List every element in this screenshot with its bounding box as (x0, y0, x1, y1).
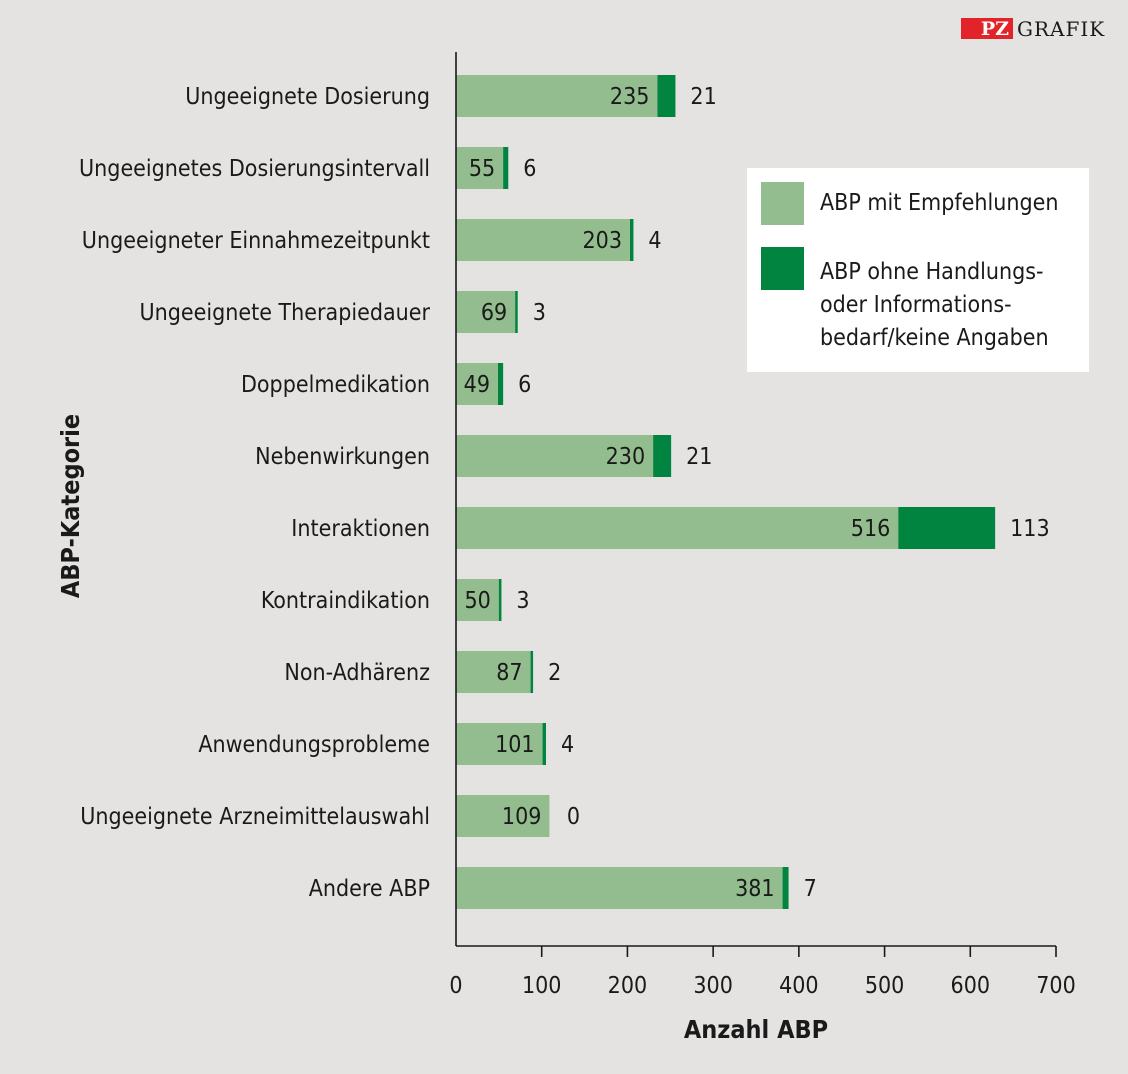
data-label-mit-empfehlungen: 381 (735, 876, 775, 902)
data-label-mit-empfehlungen: 516 (851, 516, 891, 542)
legend-label-series-2-line-1: ABP ohne Handlungs- (820, 259, 1043, 285)
pz-logo-box (961, 18, 1013, 39)
data-label-mit-empfehlungen: 49 (464, 372, 490, 398)
legend-label-series-2-line-3: bedarf/keine Angaben (820, 325, 1049, 351)
category-labels: Ungeeignete Dosierung Ungeeignetes Dosier… (79, 84, 430, 902)
category-label: Non-Adhärenz (284, 660, 430, 686)
category-label: Doppelmedikation (241, 372, 430, 398)
data-label-ohne-handlungsbedarf: 21 (686, 444, 712, 470)
category-label: Ungeeignete Dosierung (185, 84, 430, 110)
pz-grafik-logo: PZ GRAFIK (961, 17, 1105, 41)
category-label: Nebenwirkungen (255, 444, 430, 470)
x-tick-label: 600 (951, 973, 991, 999)
bar-segment-ohne-handlungsbedarf (657, 75, 676, 117)
bar-segment-mit-empfehlungen (456, 435, 654, 477)
category-label: Interaktionen (291, 516, 430, 542)
bar-segment-ohne-handlungsbedarf (498, 579, 502, 621)
data-label-mit-empfehlungen: 87 (496, 660, 522, 686)
x-tick-label: 500 (865, 973, 905, 999)
data-label-mit-empfehlungen: 203 (583, 228, 623, 254)
bar-segment-mit-empfehlungen (456, 579, 499, 621)
data-label-mit-empfehlungen: 235 (610, 84, 650, 110)
x-tick-label: 200 (608, 973, 648, 999)
bar-segment-ohne-handlungsbedarf (898, 507, 996, 549)
data-label-ohne-handlungsbedarf: 21 (690, 84, 716, 110)
bar-segment-ohne-handlungsbedarf (503, 147, 509, 189)
bar-segment-ohne-handlungsbedarf (653, 435, 672, 477)
bar-segment-mit-empfehlungen (456, 507, 899, 549)
data-label-mit-empfehlungen: 109 (502, 804, 542, 830)
data-label-ohne-handlungsbedarf: 2 (548, 660, 561, 686)
legend: ABP mit Empfehlungen ABP ohne Handlungs-… (747, 168, 1089, 372)
category-label: Anwendungsprobleme (198, 732, 430, 758)
bar-segment-ohne-handlungsbedarf (498, 363, 504, 405)
x-axis-title: Anzahl ABP (684, 1015, 828, 1044)
x-tick-label: 700 (1036, 973, 1076, 999)
category-label: Kontraindikation (261, 588, 430, 614)
x-tick-label: 100 (522, 973, 562, 999)
legend-label-series-2-line-2: oder Informations- (820, 292, 1012, 318)
legend-label-series-1: ABP mit Empfehlungen (820, 190, 1058, 216)
data-label-mit-empfehlungen: 230 (606, 444, 646, 470)
bar-segment-mit-empfehlungen (456, 651, 531, 693)
pz-logo-text: PZ (981, 18, 1009, 40)
bar-segment-ohne-handlungsbedarf (542, 723, 546, 765)
data-label-mit-empfehlungen: 101 (495, 732, 535, 758)
category-label: Ungeeigneter Einnahmezeitpunkt (82, 228, 430, 254)
bar-segment-mit-empfehlungen (456, 363, 498, 405)
data-label-ohne-handlungsbedarf: 7 (804, 876, 817, 902)
data-label-mit-empfehlungen: 55 (469, 156, 495, 182)
data-label-mit-empfehlungen: 50 (465, 588, 491, 614)
bar-segment-ohne-handlungsbedarf (530, 651, 534, 693)
x-tick-label: 300 (693, 973, 733, 999)
bar-segment-mit-empfehlungen (456, 867, 783, 909)
data-label-ohne-handlungsbedarf: 3 (516, 588, 529, 614)
data-label-ohne-handlungsbedarf: 6 (523, 156, 536, 182)
bar-segment-mit-empfehlungen (456, 291, 516, 333)
category-label: Ungeeignete Therapiedauer (140, 300, 431, 326)
bar-segment-ohne-handlungsbedarf (782, 867, 789, 909)
bar-segment-mit-empfehlungen (456, 219, 630, 261)
bar-segment-mit-empfehlungen (456, 723, 543, 765)
category-label: Ungeeignetes Dosierungsintervall (79, 156, 430, 182)
bar-segment-mit-empfehlungen (456, 147, 504, 189)
bars-group: 235 21 55 6 203 4 69 3 49 6 230 21 516 113 50 3 87 2 101 4 1… (456, 75, 1050, 909)
data-label-ohne-handlungsbedarf: 4 (561, 732, 574, 758)
category-label: Ungeeignete Arzneimittelauswahl (80, 804, 430, 830)
bar-segment-ohne-handlungsbedarf (515, 291, 518, 333)
data-label-ohne-handlungsbedarf: 113 (1010, 516, 1049, 542)
bar-segment-mit-empfehlungen (456, 75, 658, 117)
category-label: Andere ABP (309, 876, 430, 902)
legend-swatch-light-green (761, 182, 804, 225)
x-tick-label: 0 (449, 973, 462, 999)
legend-swatch-dark-green (761, 247, 804, 290)
data-label-mit-empfehlungen: 69 (481, 300, 507, 326)
x-tick-label: 400 (779, 973, 819, 999)
data-label-ohne-handlungsbedarf: 6 (518, 372, 531, 398)
data-label-ohne-handlungsbedarf: 4 (648, 228, 661, 254)
grafik-logo-text: GRAFIK (1017, 17, 1105, 41)
x-axis-ticks: 0 100 200 300 400 500 600 700 (449, 946, 1076, 999)
bar-segment-mit-empfehlungen (456, 795, 550, 837)
y-axis-title: ABP-Kategorie (56, 414, 85, 598)
data-label-ohne-handlungsbedarf: 3 (533, 300, 546, 326)
data-label-ohne-handlungsbedarf: 0 (567, 804, 580, 830)
bar-segment-ohne-handlungsbedarf (630, 219, 634, 261)
